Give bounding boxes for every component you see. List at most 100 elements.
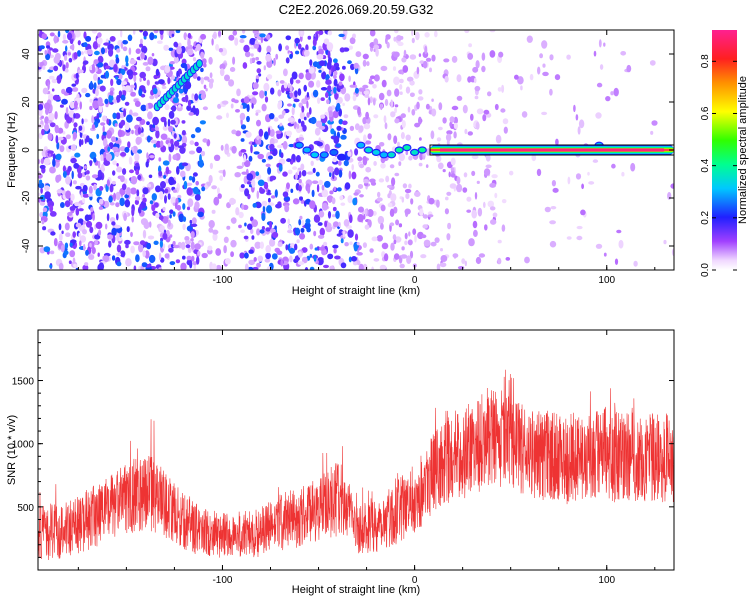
noise-speckle <box>199 120 206 125</box>
noise-speckle <box>217 30 222 37</box>
noise-speckle <box>327 195 332 203</box>
noise-speckle <box>65 176 71 185</box>
noise-speckle <box>128 47 132 55</box>
noise-speckle <box>576 225 583 230</box>
noise-speckle <box>369 248 374 253</box>
noise-speckle <box>445 196 449 201</box>
noise-speckle <box>239 39 245 43</box>
noise-speckle <box>282 171 288 177</box>
noise-speckle <box>116 232 120 242</box>
noise-speckle <box>180 170 186 178</box>
noise-speckle <box>430 241 437 247</box>
noise-speckle <box>339 47 345 53</box>
noise-speckle <box>148 221 152 228</box>
noise-speckle <box>238 211 244 219</box>
noise-speckle <box>263 131 269 140</box>
noise-speckle <box>474 95 479 100</box>
noise-speckle <box>159 140 164 148</box>
noise-speckle <box>104 70 110 79</box>
noise-speckle <box>351 255 357 262</box>
noise-speckle <box>320 87 328 91</box>
noise-speckle <box>405 86 411 94</box>
noise-speckle <box>333 58 338 63</box>
noise-speckle <box>352 94 357 102</box>
noise-speckle <box>567 176 571 185</box>
noise-speckle <box>164 188 169 194</box>
noise-speckle <box>91 115 94 124</box>
noise-speckle <box>408 155 413 161</box>
noise-speckle <box>65 107 69 115</box>
noise-speckle <box>208 56 213 65</box>
noise-speckle <box>106 179 110 187</box>
noise-speckle <box>154 81 160 85</box>
noise-speckle <box>409 80 415 86</box>
noise-speckle <box>478 253 486 258</box>
noise-speckle <box>62 165 66 173</box>
noise-speckle <box>139 203 143 211</box>
noise-speckle <box>566 236 572 240</box>
noise-speckle <box>406 255 412 264</box>
broken-feature-point <box>337 153 347 161</box>
noise-speckle <box>243 96 250 104</box>
noise-speckle <box>192 261 198 266</box>
noise-speckle <box>222 169 226 178</box>
noise-speckle <box>344 93 351 102</box>
noise-speckle <box>185 244 191 249</box>
noise-speckle <box>310 116 317 125</box>
noise-speckle <box>347 195 353 204</box>
noise-speckle <box>489 30 496 33</box>
noise-speckle <box>142 197 147 203</box>
noise-speckle <box>146 135 151 143</box>
noise-speckle <box>401 57 407 63</box>
noise-speckle <box>289 255 293 263</box>
noise-speckle <box>131 207 135 217</box>
noise-speckle <box>389 164 395 169</box>
noise-speckle <box>90 207 94 213</box>
noise-speckle <box>64 242 69 249</box>
noise-speckle <box>473 229 478 237</box>
noise-speckle <box>320 114 326 119</box>
noise-speckle <box>380 65 388 72</box>
noise-speckle <box>155 68 160 76</box>
noise-speckle <box>38 182 45 189</box>
noise-speckle <box>321 71 327 80</box>
noise-speckle <box>98 262 105 270</box>
noise-speckle <box>59 104 64 108</box>
noise-speckle <box>357 214 364 223</box>
noise-speckle <box>338 81 343 86</box>
noise-speckle <box>100 154 104 162</box>
noise-speckle <box>380 103 383 111</box>
noise-speckle <box>124 178 128 185</box>
noise-speckle <box>141 45 148 54</box>
noise-speckle <box>164 253 170 259</box>
noise-speckle <box>105 223 108 230</box>
noise-speckle <box>97 32 102 38</box>
noise-speckle <box>309 107 312 115</box>
noise-speckle <box>303 84 308 92</box>
noise-speckle <box>107 43 114 51</box>
noise-speckle <box>466 196 472 202</box>
noise-speckle <box>467 131 473 136</box>
noise-speckle <box>332 244 339 249</box>
noise-speckle <box>73 52 78 60</box>
noise-speckle <box>329 265 334 270</box>
noise-speckle <box>258 128 264 137</box>
noise-speckle <box>380 163 386 169</box>
noise-speckle <box>94 50 100 56</box>
noise-speckle <box>298 170 302 178</box>
noise-speckle <box>122 40 127 44</box>
noise-speckle <box>131 129 134 135</box>
noise-speckle <box>181 120 186 124</box>
noise-speckle <box>145 103 149 112</box>
noise-speckle <box>630 162 636 172</box>
noise-speckle <box>424 32 430 38</box>
noise-speckle <box>63 250 69 255</box>
noise-speckle <box>352 197 358 206</box>
noise-speckle <box>224 258 231 265</box>
noise-speckle <box>100 47 106 55</box>
noise-speckle <box>298 72 304 80</box>
noise-speckle <box>91 124 96 130</box>
noise-speckle <box>93 59 99 65</box>
noise-speckle <box>501 224 506 232</box>
noise-speckle <box>492 212 498 218</box>
